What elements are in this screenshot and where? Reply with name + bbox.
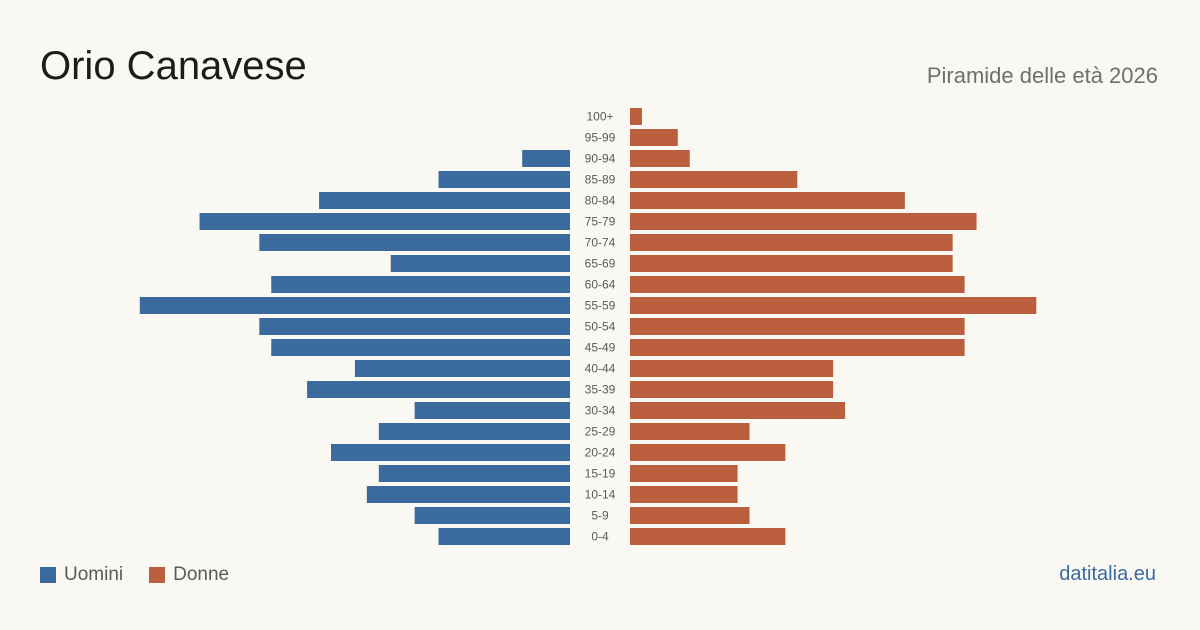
legend-label-male: Uomini <box>64 564 124 585</box>
bar-female-10-14 <box>630 486 738 503</box>
bar-female-95-99 <box>630 129 678 146</box>
legend-swatch-female <box>149 567 166 583</box>
age-label: 35-39 <box>585 383 616 397</box>
bar-female-25-29 <box>630 423 750 440</box>
bar-male-75-79 <box>199 213 571 230</box>
age-label: 95-99 <box>585 131 616 145</box>
bar-male-80-84 <box>319 192 570 209</box>
brand-link[interactable]: datitalia.eu <box>1059 563 1156 585</box>
bar-male-20-24 <box>331 444 570 461</box>
bar-male-35-39 <box>307 381 570 398</box>
chart-subtitle: Piramide delle età 2026 <box>926 63 1158 88</box>
bar-female-15-19 <box>630 465 738 482</box>
age-label: 30-34 <box>585 404 616 418</box>
age-label: 10-14 <box>585 488 616 502</box>
age-label: 50-54 <box>585 320 616 334</box>
bar-male-90-94 <box>522 150 570 167</box>
legend-item-female: Donne <box>149 564 229 586</box>
bar-male-5-9 <box>414 507 570 524</box>
bar-male-30-34 <box>414 402 570 419</box>
bar-male-40-44 <box>354 360 570 377</box>
bar-male-85-89 <box>438 171 570 188</box>
legend: Uomini Donne <box>40 564 255 586</box>
age-label: 85-89 <box>585 173 616 187</box>
bar-male-45-49 <box>271 339 570 356</box>
age-label: 45-49 <box>585 341 616 355</box>
bar-female-85-89 <box>630 171 798 188</box>
age-label: 80-84 <box>585 194 616 208</box>
bar-female-50-54 <box>630 318 965 335</box>
bar-female-45-49 <box>630 339 965 356</box>
bar-male-70-74 <box>259 234 570 251</box>
bar-male-60-64 <box>271 276 570 293</box>
bar-male-55-59 <box>139 297 571 314</box>
bar-female-90-94 <box>630 150 690 167</box>
age-label: 70-74 <box>585 236 616 250</box>
age-label: 15-19 <box>585 467 616 481</box>
age-label: 40-44 <box>585 362 616 376</box>
bar-male-10-14 <box>366 486 570 503</box>
bar-female-80-84 <box>630 192 905 209</box>
bar-female-100+ <box>630 108 642 125</box>
bar-female-20-24 <box>630 444 786 461</box>
chart-title: Orio Canavese <box>40 44 307 88</box>
bar-female-55-59 <box>630 297 1037 314</box>
age-label: 90-94 <box>585 152 616 166</box>
age-label: 0-4 <box>591 530 609 544</box>
bar-female-0-4 <box>630 528 786 545</box>
age-label: 20-24 <box>585 446 616 460</box>
bar-male-0-4 <box>438 528 570 545</box>
bar-female-40-44 <box>630 360 834 377</box>
bar-female-30-34 <box>630 402 846 419</box>
age-label: 60-64 <box>585 278 616 292</box>
bar-male-15-19 <box>378 465 570 482</box>
legend-item-male: Uomini <box>40 564 123 586</box>
age-label: 55-59 <box>585 299 616 313</box>
legend-label-female: Donne <box>173 564 230 585</box>
age-label: 100+ <box>586 110 613 124</box>
legend-swatch-male <box>40 567 56 583</box>
bar-female-5-9 <box>630 507 750 524</box>
bar-female-65-69 <box>630 255 953 272</box>
bar-female-60-64 <box>630 276 965 293</box>
bar-male-50-54 <box>259 318 570 335</box>
bar-female-75-79 <box>630 213 977 230</box>
bar-male-25-29 <box>378 423 570 440</box>
bar-female-35-39 <box>630 381 834 398</box>
bar-male-65-69 <box>390 255 570 272</box>
age-label: 25-29 <box>585 425 616 439</box>
age-label: 75-79 <box>585 215 616 229</box>
age-label: 5-9 <box>591 509 609 523</box>
bar-female-70-74 <box>630 234 953 251</box>
age-label: 65-69 <box>585 257 616 271</box>
